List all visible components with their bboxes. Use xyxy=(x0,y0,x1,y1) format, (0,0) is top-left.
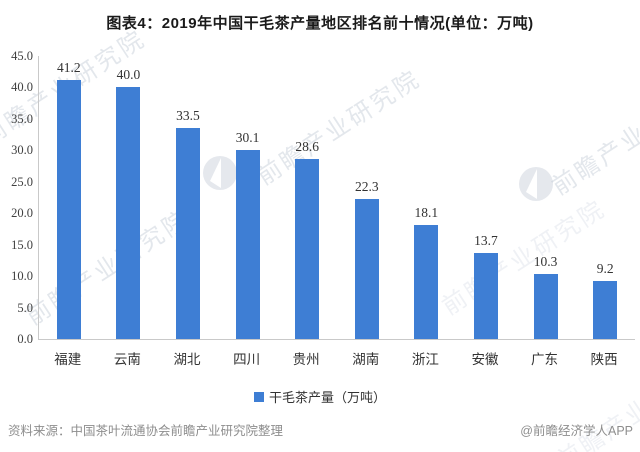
bar-slot: 10.3 xyxy=(516,56,576,339)
y-axis-tick-label: 5.0 xyxy=(17,300,33,315)
bar-value-label: 10.3 xyxy=(533,254,558,270)
bar xyxy=(533,274,558,339)
bar-slot: 18.1 xyxy=(397,56,457,339)
x-axis-label: 安徽 xyxy=(471,352,499,367)
bar-value-label: 22.3 xyxy=(354,178,379,194)
y-axis-tick-label: 30.0 xyxy=(11,143,33,158)
bar-slot: 13.7 xyxy=(456,56,516,339)
bar-slot: 30.1 xyxy=(218,56,278,339)
x-axis-labels: 福建 云南 湖北 四川 贵州 湖南 浙江 安徽 广东 陕西 xyxy=(38,348,634,368)
legend-label: 干毛茶产量（万吨） xyxy=(268,390,386,405)
bar-slot: 33.5 xyxy=(158,56,218,339)
bar-slot: 22.3 xyxy=(337,56,397,339)
bar-value-label: 13.7 xyxy=(474,232,498,248)
x-axis-label: 云南 xyxy=(113,352,141,367)
bar xyxy=(414,225,439,339)
y-axis-tick-label: 0.0 xyxy=(17,332,33,346)
bar-slot: 40.0 xyxy=(99,56,159,339)
x-axis-label: 广东 xyxy=(531,352,559,367)
x-axis-label: 湖北 xyxy=(173,352,201,367)
x-axis-label: 四川 xyxy=(233,352,261,367)
bar xyxy=(235,149,260,339)
bar xyxy=(56,79,81,339)
y-axis-tick-label: 20.0 xyxy=(11,206,33,221)
x-axis-label: 浙江 xyxy=(411,352,439,367)
bar-value-label: 28.6 xyxy=(295,139,319,155)
source-note: 资料来源：中国茶叶流通协会前瞻产业研究院整理 xyxy=(8,424,284,438)
x-axis-label: 贵州 xyxy=(292,352,320,367)
bar-value-label: 30.1 xyxy=(235,129,260,145)
x-axis-label: 湖南 xyxy=(352,352,380,367)
bar-value-label: 41.2 xyxy=(56,59,81,75)
x-axis-label: 福建 xyxy=(54,352,82,367)
bar xyxy=(593,281,618,339)
bar xyxy=(295,159,320,339)
bar-value-label: 33.5 xyxy=(176,108,200,124)
bar-value-label: 9.2 xyxy=(596,261,614,277)
y-axis-tick-label: 10.0 xyxy=(11,269,33,284)
bar-value-label: 18.1 xyxy=(414,205,439,221)
legend-swatch xyxy=(253,391,264,402)
y-axis-tick-label: 40.0 xyxy=(11,80,33,95)
y-axis: 0.0 5.0 10.0 15.0 20.0 25.0 30.0 35.0 40.0 45.0 xyxy=(0,49,33,346)
chart-title: 图表4：2019年中国干毛茶产量地区排名前十情况(单位：万吨) xyxy=(106,15,534,32)
y-axis-tick-label: 45.0 xyxy=(11,49,33,63)
bar xyxy=(354,198,379,339)
footer: 资料来源：中国茶叶流通协会前瞻产业研究院整理 @前瞻经济学人APP xyxy=(8,420,633,439)
bar-slot: 9.2 xyxy=(575,56,635,339)
bar-slot: 41.2 xyxy=(39,56,99,339)
y-axis-tick-label: 15.0 xyxy=(11,237,33,252)
bar-slot: 28.6 xyxy=(277,56,337,339)
legend: 干毛茶产量（万吨） xyxy=(0,387,640,407)
bar-value-label: 40.0 xyxy=(116,67,141,83)
y-axis-tick-label: 35.0 xyxy=(11,111,33,126)
bars-container: 41.2 40.0 33.5 30.1 28.6 22.3 18.1 13.7 10.3 9.2 xyxy=(39,56,635,339)
bar xyxy=(175,128,200,339)
plot-area: 41.2 40.0 33.5 30.1 28.6 22.3 18.1 13.7 10.3 9.2 xyxy=(38,56,635,340)
bar xyxy=(116,87,141,339)
credit-note: @前瞻经济学人APP xyxy=(520,424,633,438)
y-axis-tick-label: 25.0 xyxy=(11,174,33,189)
x-axis-label: 陕西 xyxy=(590,352,618,367)
bar xyxy=(473,252,498,339)
